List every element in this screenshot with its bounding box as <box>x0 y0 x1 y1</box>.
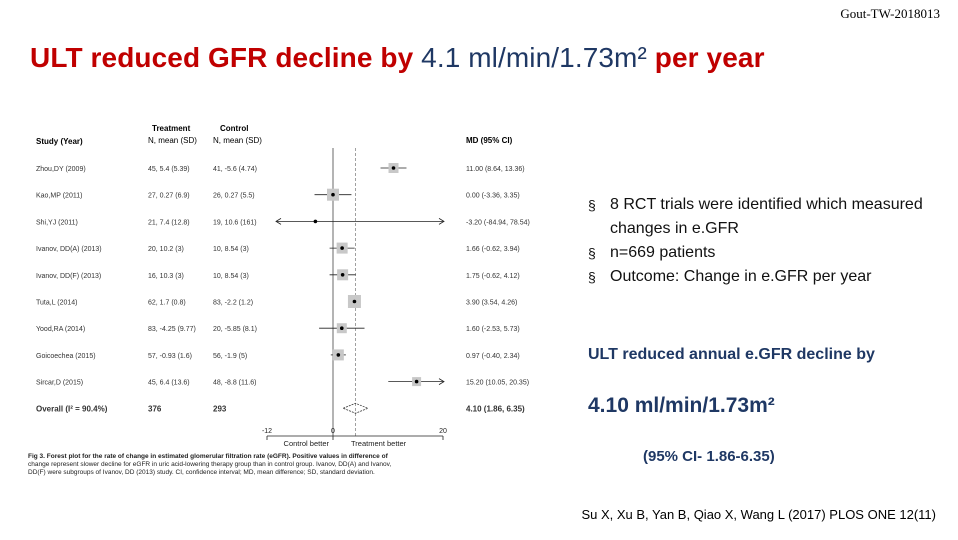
md-value: 15.20 (10.05, 20.35) <box>466 380 529 387</box>
md-value: 11.00 (8.64, 13.36) <box>466 166 525 173</box>
caption-line: DD(F) were subgroups of Ivanov, DD (2013… <box>28 469 375 476</box>
study-label: Zhou,DY (2009) <box>36 166 86 173</box>
control-value: 83, -2.2 (1.2) <box>213 300 253 307</box>
study-label: Shi,YJ (2011) <box>36 219 78 226</box>
title-highlight: 4.1 ml/min/1.73m² <box>421 42 655 73</box>
md-value: 4.10 (1.86, 6.35) <box>466 404 525 413</box>
study-label: Ivanov, DD(A) (2013) <box>36 246 102 253</box>
treatment-value: 16, 10.3 (3) <box>148 273 184 280</box>
point-estimate <box>352 299 357 304</box>
point-estimate <box>336 353 341 357</box>
citation: Su X, Xu B, Yan B, Qiao X, Wang L (2017)… <box>581 507 936 522</box>
md-value: -3.20 (-84.94, 78.54) <box>466 219 530 226</box>
study-label: Tuta,L (2014) <box>36 300 78 307</box>
forest-plot: Study (Year) Treatment N, mean (SD) Cont… <box>28 124 530 476</box>
x-tick-label: -12 <box>262 428 272 435</box>
header-control: N, mean (SD) <box>213 136 262 145</box>
study-label: Kao,MP (2011) <box>36 193 82 200</box>
title-prefix: ULT reduced GFR decline by <box>30 42 422 73</box>
bullet-list: 8 RCT trials were identified which measu… <box>588 193 928 289</box>
study-label: Goicoechea (2015) <box>36 353 96 360</box>
treatment-value: 27, 0.27 (6.9) <box>148 193 190 200</box>
treatment-value: 20, 10.2 (3) <box>148 246 184 253</box>
summary-line-3: (95% CI- 1.86-6.35) <box>643 448 775 465</box>
control-value: 10, 8.54 (3) <box>213 246 249 253</box>
point-estimate <box>391 166 396 170</box>
control-better-label: Control better <box>284 439 330 448</box>
summary-line-2: 4.10 ml/min/1.73m² <box>588 394 775 417</box>
point-estimate <box>414 379 419 384</box>
point-estimate <box>340 273 345 277</box>
point-estimate <box>340 326 344 330</box>
header-study: Study (Year) <box>36 137 83 146</box>
header-control-top: Control <box>220 124 248 133</box>
header-treatment-top: Treatment <box>152 124 191 133</box>
ci-arrow-left <box>275 218 282 225</box>
point-estimate <box>340 246 344 250</box>
md-value: 0.97 (-0.40, 2.34) <box>466 353 520 360</box>
treatment-value: 45, 5.4 (5.39) <box>148 166 190 173</box>
caption-line: Fig 3. Forest plot for the rate of chang… <box>28 453 389 460</box>
bullet-item: Outcome: Change in e.GFR per year <box>588 265 928 289</box>
control-value: 19, 10.6 (161) <box>213 219 257 226</box>
ci-arrow-right <box>438 378 445 385</box>
study-label: Overall (I² = 90.4%) <box>36 404 108 413</box>
md-value: 0.00 (-3.36, 3.35) <box>466 193 520 200</box>
caption-line: change represent slower decline for eGFR… <box>28 461 391 468</box>
treatment-better-label: Treatment better <box>351 439 407 448</box>
study-label: Ivanov, DD(F) (2013) <box>36 273 101 280</box>
md-value: 1.75 (-0.62, 4.12) <box>466 273 520 280</box>
study-label: Sircar,D (2015) <box>36 380 83 387</box>
x-tick-label: 0 <box>331 428 335 435</box>
treatment-value: 62, 1.7 (0.8) <box>148 300 186 307</box>
figure-caption: Fig 3. Forest plot for the rate of chang… <box>28 453 391 476</box>
bullet-item: 8 RCT trials were identified which measu… <box>588 193 928 241</box>
control-value: 48, -8.8 (11.6) <box>213 380 256 387</box>
md-value: 1.60 (-2.53, 5.73) <box>466 326 520 333</box>
control-value: 293 <box>213 404 227 413</box>
ci-arrow-right <box>438 218 445 225</box>
control-value: 41, -5.6 (4.74) <box>213 166 257 173</box>
treatment-value: 57, -0.93 (1.6) <box>148 353 192 360</box>
point-estimate <box>331 192 335 197</box>
control-value: 26, 0.27 (5.5) <box>213 193 255 200</box>
control-value: 56, -1.9 (5) <box>213 353 247 360</box>
corner-label: Gout-TW-2018013 <box>840 6 940 21</box>
md-value: 3.90 (3.54, 4.26) <box>466 300 517 307</box>
point-estimate <box>313 219 318 224</box>
treatment-value: 45, 6.4 (13.6) <box>148 380 190 387</box>
study-label: Yood,RA (2014) <box>36 326 85 333</box>
control-value: 20, -5.85 (8.1) <box>213 326 257 333</box>
title-suffix: per year <box>654 42 765 73</box>
bullet-item: n=669 patients <box>588 241 928 265</box>
x-tick-label: 20 <box>439 428 447 435</box>
control-value: 10, 8.54 (3) <box>213 273 249 280</box>
page-title: ULT reduced GFR decline by 4.1 ml/min/1.… <box>30 42 765 74</box>
treatment-value: 376 <box>148 404 162 413</box>
summary-line-1: ULT reduced annual e.GFR decline by <box>588 346 875 363</box>
header-treatment: N, mean (SD) <box>148 136 197 145</box>
treatment-value: 83, -4.25 (9.77) <box>148 326 196 333</box>
treatment-value: 21, 7.4 (12.8) <box>148 219 190 226</box>
header-md: MD (95% CI) <box>466 136 513 145</box>
md-value: 1.66 (-0.62, 3.94) <box>466 246 520 253</box>
